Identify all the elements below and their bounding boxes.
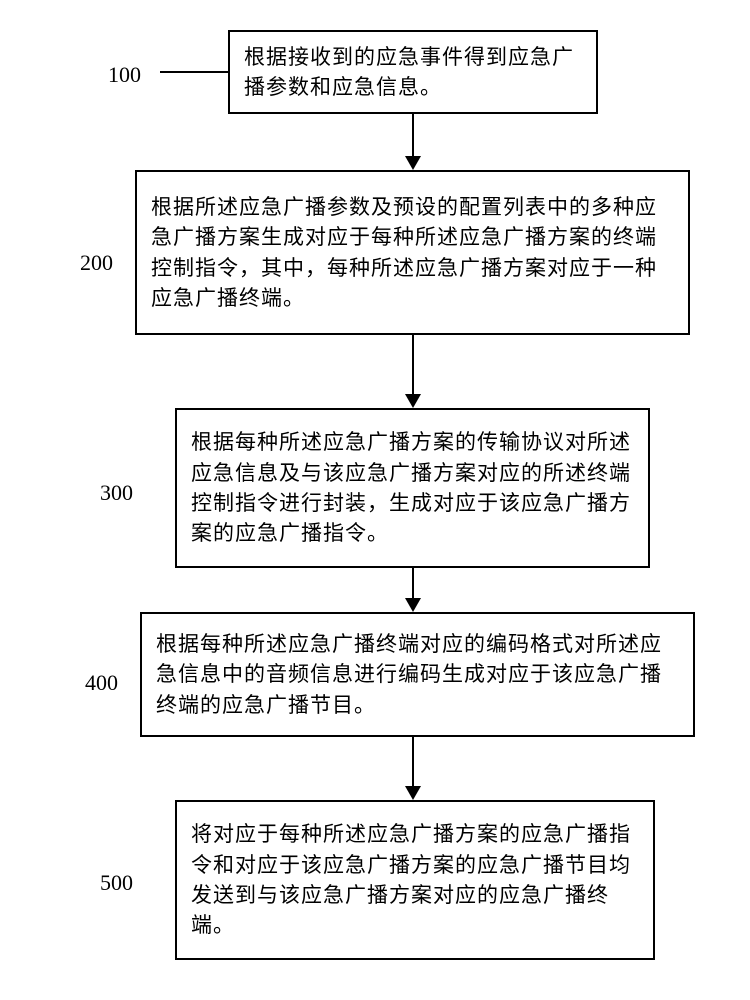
step-text: 根据接收到的应急事件得到应急广播参数和应急信息。: [244, 42, 582, 103]
step-label-400: 400: [85, 670, 118, 696]
arrow-head: [405, 156, 421, 170]
step-n100: 根据接收到的应急事件得到应急广播参数和应急信息。: [228, 30, 598, 114]
step-label-100: 100: [108, 62, 141, 88]
step-text: 根据所述应急广播参数及预设的配置列表中的多种应急广播方案生成对应于每种所述应急广…: [151, 192, 674, 314]
step-n400: 根据每种所述应急广播终端对应的编码格式对所述应急信息中的音频信息进行编码生成对应…: [140, 612, 695, 737]
step-n300: 根据每种所述应急广播方案的传输协议对所述应急信息及与该应急广播方案对应的所述终端…: [175, 408, 650, 568]
arrow-n200-n300: [412, 335, 414, 396]
step-label-500: 500: [100, 870, 133, 896]
arrow-head: [405, 786, 421, 800]
arrow-n100-n200: [412, 114, 414, 158]
label-connector: [160, 71, 228, 73]
step-n200: 根据所述应急广播参数及预设的配置列表中的多种应急广播方案生成对应于每种所述应急广…: [135, 170, 690, 335]
step-label-300: 300: [100, 480, 133, 506]
flowchart-canvas: 根据接收到的应急事件得到应急广播参数和应急信息。 100 根据所述应急广播参数及预设…: [0, 0, 750, 1000]
arrow-n400-n500: [412, 737, 414, 788]
step-text: 根据每种所述应急广播终端对应的编码格式对所述应急信息中的音频信息进行编码生成对应…: [156, 629, 679, 720]
step-text: 根据每种所述应急广播方案的传输协议对所述应急信息及与该应急广播方案对应的所述终端…: [191, 427, 634, 549]
step-n500: 将对应于每种所述应急广播方案的应急广播指令和对应于该应急广播方案的应急广播节目均…: [175, 800, 655, 960]
step-label-200: 200: [80, 250, 113, 276]
arrow-head: [405, 394, 421, 408]
arrow-n300-n400: [412, 568, 414, 600]
step-text: 将对应于每种所述应急广播方案的应急广播指令和对应于该应急广播方案的应急广播节目均…: [191, 819, 639, 941]
arrow-head: [405, 598, 421, 612]
